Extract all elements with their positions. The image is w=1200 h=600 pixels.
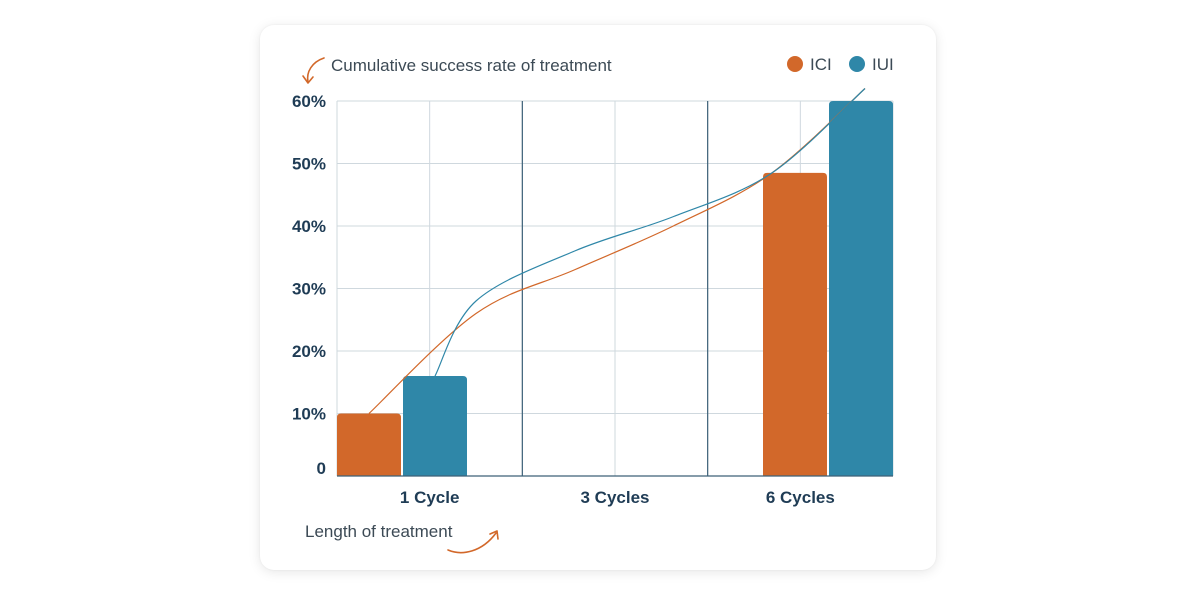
cycle-dividers (521, 101, 709, 476)
x-tick-label-1: 3 Cycles (581, 488, 650, 507)
bar-iui-1-cycle (403, 376, 467, 476)
legend-iui-label: IUI (872, 55, 894, 74)
bars (337, 101, 893, 476)
y-tick-label-3: 30% (292, 280, 326, 299)
chart-card: 0 10% 20% 30% 40% 50% 60% 1 Cycle 3 Cycles 6 Cyc… (260, 25, 936, 570)
y-tick-label-2: 20% (292, 342, 326, 361)
bar-iui-6-cycles (829, 101, 893, 476)
x-label-arrowhead-icon (489, 530, 499, 540)
y-tick-label-0: 0 (317, 459, 326, 478)
trend-line-iui (434, 88, 866, 377)
y-tick-label-6: 60% (292, 92, 326, 111)
x-label-arrow-icon (447, 532, 497, 554)
x-ticks: 1 Cycle 3 Cycles 6 Cycles (400, 488, 835, 507)
chart: 0 10% 20% 30% 40% 50% 60% 1 Cycle 3 Cycles 6 Cyc… (292, 55, 894, 554)
legend-iui-swatch (849, 56, 865, 72)
y-tick-label-5: 50% (292, 155, 326, 174)
y-label-arrow-icon (306, 57, 325, 83)
bar-ici-1-cycle (337, 413, 401, 476)
x-tick-label-2: 6 Cycles (766, 488, 835, 507)
trend-lines (368, 88, 866, 414)
legend: ICI IUI (787, 55, 894, 74)
bar-ici-6-cycles (763, 172, 827, 476)
legend-ici-label: ICI (810, 55, 832, 74)
y-ticks: 0 10% 20% 30% 40% 50% 60% (292, 92, 326, 478)
y-label-arrowhead-icon (302, 75, 314, 84)
x-tick-label-0: 1 Cycle (400, 488, 460, 507)
x-axis-label: Length of treatment (305, 522, 453, 541)
y-tick-label-4: 40% (292, 217, 326, 236)
y-tick-label-1: 10% (292, 405, 326, 424)
legend-ici-swatch (787, 56, 803, 72)
y-axis-label: Cumulative success rate of treatment (331, 56, 612, 75)
